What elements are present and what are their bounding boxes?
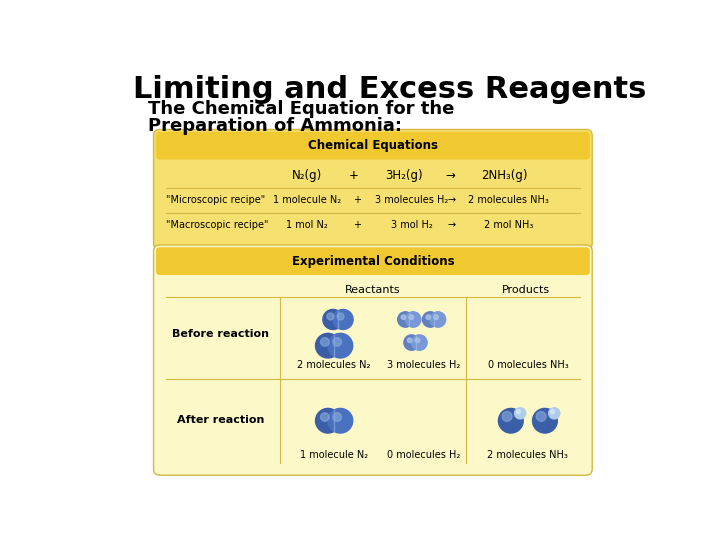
- Circle shape: [415, 338, 420, 342]
- FancyBboxPatch shape: [156, 132, 590, 159]
- Circle shape: [515, 408, 526, 419]
- Text: 0 molecules H₂: 0 molecules H₂: [387, 450, 460, 460]
- Text: 2 molecules NH₃: 2 molecules NH₃: [487, 450, 568, 460]
- Text: Preparation of Ammonia:: Preparation of Ammonia:: [148, 117, 402, 135]
- Circle shape: [337, 313, 344, 320]
- Text: 0 molecules NH₃: 0 molecules NH₃: [487, 360, 568, 370]
- Circle shape: [549, 408, 560, 419]
- Circle shape: [333, 338, 341, 346]
- Circle shape: [327, 313, 334, 320]
- Text: Products: Products: [502, 285, 550, 295]
- FancyBboxPatch shape: [153, 245, 593, 475]
- Text: 1 mol N₂: 1 mol N₂: [286, 220, 328, 230]
- Text: "Macroscopic recipe": "Macroscopic recipe": [166, 220, 269, 230]
- Circle shape: [433, 315, 438, 320]
- Circle shape: [328, 408, 353, 433]
- Circle shape: [397, 312, 413, 327]
- Text: 3 molecules H₂: 3 molecules H₂: [375, 195, 449, 205]
- Circle shape: [412, 335, 427, 350]
- Circle shape: [551, 410, 554, 414]
- Text: 1 molecule N₂: 1 molecule N₂: [273, 195, 341, 205]
- Circle shape: [328, 333, 353, 358]
- Text: 3H₂(g): 3H₂(g): [385, 169, 423, 182]
- Text: Reactants: Reactants: [345, 285, 401, 295]
- Text: "Microscopic recipe": "Microscopic recipe": [166, 195, 265, 205]
- Circle shape: [502, 411, 512, 421]
- Circle shape: [498, 408, 523, 433]
- Circle shape: [315, 408, 341, 433]
- Text: After reaction: After reaction: [176, 415, 264, 426]
- Text: +: +: [354, 195, 361, 205]
- Circle shape: [409, 315, 413, 320]
- Text: →: →: [448, 220, 456, 230]
- Text: 3 mol H₂: 3 mol H₂: [391, 220, 433, 230]
- Text: →: →: [448, 195, 456, 205]
- Text: Experimental Conditions: Experimental Conditions: [292, 255, 454, 268]
- Circle shape: [431, 312, 446, 327]
- Circle shape: [320, 338, 329, 346]
- Text: 2 molecules NH₃: 2 molecules NH₃: [468, 195, 549, 205]
- Circle shape: [536, 411, 546, 421]
- Circle shape: [405, 312, 421, 327]
- Text: N₂(g): N₂(g): [292, 169, 322, 182]
- Circle shape: [408, 338, 412, 342]
- Text: Chemical Equations: Chemical Equations: [308, 139, 438, 152]
- Text: 3 molecules H₂: 3 molecules H₂: [387, 360, 460, 370]
- Text: 2 molecules N₂: 2 molecules N₂: [297, 360, 371, 370]
- Text: →: →: [446, 169, 455, 182]
- Text: 1 molecule N₂: 1 molecule N₂: [300, 450, 368, 460]
- Circle shape: [426, 315, 431, 320]
- Circle shape: [404, 335, 419, 350]
- Circle shape: [401, 315, 406, 320]
- Text: The Chemical Equation for the: The Chemical Equation for the: [148, 100, 454, 118]
- Text: +: +: [354, 220, 361, 230]
- Text: +: +: [348, 169, 359, 182]
- Text: 2NH₃(g): 2NH₃(g): [482, 169, 528, 182]
- Circle shape: [323, 309, 343, 329]
- FancyBboxPatch shape: [156, 247, 590, 275]
- Text: Limiting and Excess Reagents: Limiting and Excess Reagents: [132, 75, 646, 104]
- Text: Before reaction: Before reaction: [171, 329, 269, 340]
- Text: 2 mol NH₃: 2 mol NH₃: [484, 220, 534, 230]
- Circle shape: [333, 309, 353, 329]
- Circle shape: [333, 413, 341, 421]
- Circle shape: [423, 312, 438, 327]
- Circle shape: [315, 333, 341, 358]
- FancyBboxPatch shape: [153, 130, 593, 249]
- Circle shape: [320, 413, 329, 421]
- Circle shape: [533, 408, 557, 433]
- Circle shape: [516, 410, 521, 414]
